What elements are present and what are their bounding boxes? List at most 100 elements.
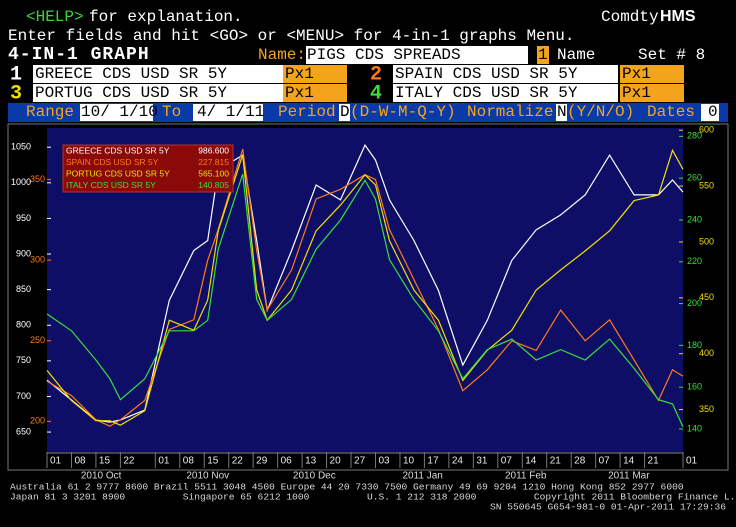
- y-tick-label: 550: [699, 180, 714, 190]
- px-value[interactable]: Px1: [622, 84, 651, 102]
- series-line: [46, 143, 684, 423]
- instructions: Enter fields and hit <GO> or <MENU> for …: [8, 27, 575, 45]
- x-tick-label: 06: [281, 456, 293, 467]
- x-tick-label: 01: [686, 456, 698, 467]
- brand: HMS: [660, 8, 696, 25]
- x-tick-label: 17: [427, 456, 439, 467]
- x-tick-label: 24: [452, 456, 464, 467]
- name-value[interactable]: PIGS CDS SPREADS: [307, 46, 461, 64]
- period[interactable]: D: [340, 103, 350, 121]
- normalize-options: (Y/N/O): [567, 103, 634, 121]
- legend-label: SPAIN CDS USD SR 5Y: [66, 157, 159, 167]
- y-tick-label: 350: [30, 174, 45, 184]
- dates-field[interactable]: [701, 104, 719, 121]
- normalize[interactable]: N: [557, 103, 567, 121]
- x-tick-label: 14: [525, 456, 537, 467]
- x-group-label: 2011 Feb: [505, 471, 547, 482]
- period-options: (D-W-M-Q-Y): [350, 103, 456, 121]
- legend-last-value: 140.805: [198, 180, 229, 190]
- name-field[interactable]: [306, 46, 528, 64]
- name-index-field[interactable]: [537, 46, 549, 64]
- x-tick-label: 08: [74, 456, 86, 467]
- x-tick-label: 10: [403, 456, 415, 467]
- legend-last-value: 565.100: [198, 168, 229, 178]
- x-tick-label: 13: [305, 456, 317, 467]
- y-tick-label: 600: [699, 125, 714, 135]
- y-tick-label: 180: [687, 340, 702, 350]
- y-tick-label: 260: [687, 173, 702, 183]
- y-tick-label: 200: [687, 298, 702, 308]
- range-label: Range: [26, 103, 74, 121]
- px-value[interactable]: Px1: [285, 84, 314, 102]
- y-tick-label: 850: [16, 284, 31, 294]
- series-line: [46, 148, 684, 427]
- start-date[interactable]: 10/ 1/10: [81, 103, 158, 121]
- y-tick-label: 140: [687, 423, 702, 433]
- x-tick-label: 07: [599, 456, 611, 467]
- series-line: [46, 148, 684, 426]
- security[interactable]: PORTUG CDS USD SR 5Y: [35, 84, 227, 102]
- y-tick-label: 220: [687, 256, 702, 266]
- px-field[interactable]: [620, 84, 684, 102]
- x-tick-label: 22: [123, 456, 135, 467]
- security-field[interactable]: [393, 84, 618, 102]
- name-index[interactable]: 1: [538, 46, 548, 64]
- x-tick-label: 15: [99, 456, 111, 467]
- x-tick-label: 07: [501, 456, 513, 467]
- dates[interactable]: 0: [708, 103, 718, 121]
- x-group-label: 2010 Dec: [293, 471, 336, 482]
- y-tick-label: 500: [699, 236, 714, 246]
- x-tick-label: 20: [330, 456, 342, 467]
- px-field[interactable]: [620, 65, 684, 83]
- period-field[interactable]: [339, 104, 350, 121]
- end-date[interactable]: 4/ 1/11: [197, 103, 264, 121]
- y-tick-label: 750: [16, 355, 31, 365]
- y-tick-label: 280: [687, 131, 702, 141]
- legend-label: GREECE CDS USD SR 5Y: [66, 145, 170, 155]
- px-value[interactable]: Px1: [285, 65, 314, 83]
- security-field[interactable]: [33, 65, 283, 83]
- end-field[interactable]: [193, 104, 263, 121]
- y-tick-label: 650: [16, 426, 31, 436]
- legend-label: PORTUG CDS USD SR 5Y: [66, 168, 170, 178]
- px-value[interactable]: Px1: [622, 65, 651, 83]
- y-tick-label: 450: [699, 292, 714, 302]
- px-field[interactable]: [283, 65, 347, 83]
- security[interactable]: SPAIN CDS USD SR 5Y: [395, 65, 578, 83]
- security[interactable]: ITALY CDS USD SR 5Y: [395, 84, 578, 102]
- set-label: Set # 8: [638, 46, 705, 64]
- x-tick-label: 31: [476, 456, 488, 467]
- y-tick-label: 900: [16, 248, 31, 258]
- security-field[interactable]: [393, 65, 618, 83]
- security-field[interactable]: [33, 84, 283, 102]
- y-tick-label: 240: [687, 214, 702, 224]
- screen-title: 4-IN-1 GRAPH: [8, 45, 150, 65]
- controls-bar: [8, 103, 728, 122]
- x-tick-label: 29: [256, 456, 268, 467]
- px-field[interactable]: [283, 84, 347, 102]
- start-field[interactable]: [80, 104, 153, 121]
- y-tick-label: 1050: [11, 142, 31, 152]
- y-tick-label: 200: [30, 416, 45, 426]
- name-caption: Name: [557, 46, 595, 64]
- y-tick-label: 700: [16, 391, 31, 401]
- legend-label: ITALY CDS USD SR 5Y: [66, 180, 156, 190]
- help-text: for explanation.: [89, 8, 243, 26]
- x-tick-label: 28: [574, 456, 586, 467]
- field-number: 4: [370, 82, 382, 105]
- footer-line: Japan 81 3 3201 8900 Singapore 65 6212 1…: [10, 492, 736, 503]
- security[interactable]: GREECE CDS USD SR 5Y: [35, 65, 227, 83]
- x-tick-label: 15: [207, 456, 219, 467]
- y-tick-label: 160: [687, 382, 702, 392]
- x-group-label: 2010 Oct: [81, 471, 122, 482]
- help-key[interactable]: <HELP>: [26, 8, 84, 26]
- dates-label: Dates: [647, 103, 695, 121]
- y-tick-label: 300: [30, 255, 45, 265]
- normalize-label: Normalize: [467, 103, 553, 121]
- to-label: To: [162, 103, 181, 121]
- legend-last-value: 227.815: [198, 157, 229, 167]
- name-label: Name:: [258, 46, 306, 64]
- y-tick-label: 400: [699, 348, 714, 358]
- normalize-field[interactable]: [556, 104, 567, 121]
- x-tick-label: 27: [354, 456, 366, 467]
